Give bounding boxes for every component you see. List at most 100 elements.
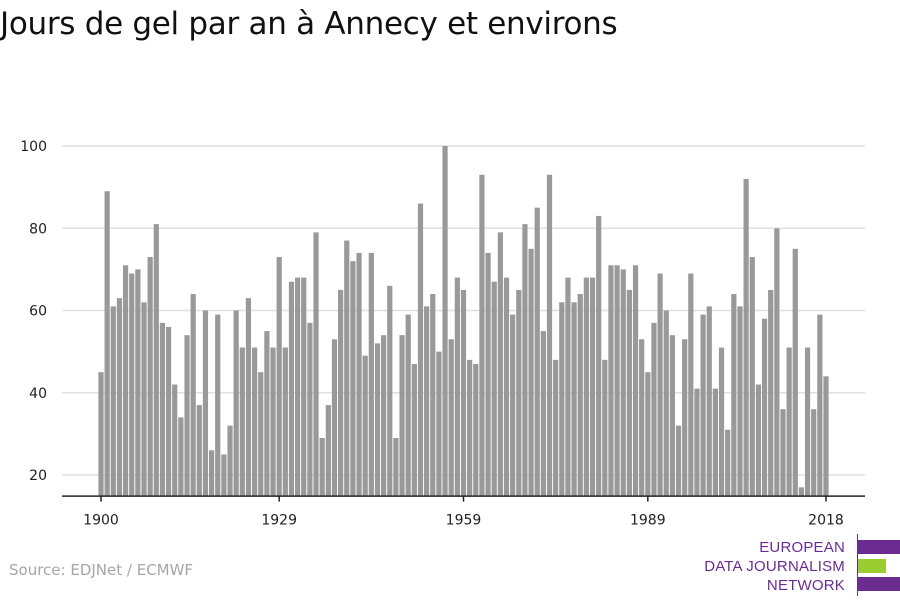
bar-1996 bbox=[688, 273, 694, 496]
bar-2007 bbox=[755, 384, 762, 496]
bar-1926 bbox=[258, 372, 264, 496]
bar-2001 bbox=[718, 347, 725, 496]
bar-1987 bbox=[632, 265, 639, 496]
edjnet-logo: EUROPEAN DATA JOURNALISM NETWORK bbox=[700, 534, 900, 596]
bar-2016 bbox=[811, 409, 817, 496]
bar-1965 bbox=[497, 232, 503, 496]
logo-line-1: EUROPEAN bbox=[759, 539, 845, 556]
bar-1937 bbox=[325, 405, 331, 496]
bar-1915 bbox=[190, 294, 196, 496]
bar-1932 bbox=[295, 277, 301, 496]
bar-2008 bbox=[761, 318, 768, 496]
bar-1930 bbox=[282, 347, 288, 496]
logo-line-3: NETWORK bbox=[766, 577, 845, 594]
bar-1984 bbox=[614, 265, 620, 496]
bar-1909 bbox=[153, 224, 159, 496]
bar-2002 bbox=[725, 429, 731, 496]
bar-1983 bbox=[608, 265, 614, 496]
bar-1959 bbox=[460, 289, 467, 496]
bar-2011 bbox=[780, 409, 786, 496]
bar-1912 bbox=[172, 384, 178, 496]
bar-1942 bbox=[356, 252, 362, 496]
logo-divider bbox=[857, 534, 858, 596]
bar-1900 bbox=[98, 372, 104, 496]
bar-1923 bbox=[239, 347, 245, 496]
bar-2018 bbox=[823, 376, 829, 496]
bar-1931 bbox=[288, 281, 295, 496]
bar-1907 bbox=[141, 302, 147, 496]
source-note: Source: EDJNet / ECMWF bbox=[9, 561, 194, 579]
bar-1902 bbox=[110, 306, 116, 496]
bar-1936 bbox=[319, 437, 325, 496]
bar-1947 bbox=[387, 285, 393, 496]
bar-1928 bbox=[270, 347, 276, 496]
bar-2013 bbox=[792, 248, 798, 496]
bar-2004 bbox=[737, 306, 743, 496]
bar-1920 bbox=[221, 454, 227, 496]
x-tick-label: 2018 bbox=[808, 513, 844, 529]
y-tick-label: 20 bbox=[29, 468, 47, 484]
bar-1967 bbox=[510, 314, 516, 496]
bar-1910 bbox=[159, 322, 166, 496]
bar-1906 bbox=[135, 269, 141, 496]
chart-title: Jours de gel par an à Annecy et environs bbox=[0, 6, 618, 42]
logo-bar-green bbox=[858, 559, 886, 573]
bar-2003 bbox=[731, 294, 737, 496]
bar-1952 bbox=[417, 203, 424, 496]
bar-1963 bbox=[485, 252, 491, 496]
y-tick-label: 40 bbox=[29, 386, 47, 402]
bar-1990 bbox=[651, 322, 657, 496]
bar-1979 bbox=[583, 277, 589, 496]
bar-1961 bbox=[473, 363, 479, 496]
bar-1933 bbox=[301, 277, 307, 496]
bar-1960 bbox=[467, 359, 473, 496]
bar-1992 bbox=[663, 310, 669, 496]
bar-1924 bbox=[245, 298, 252, 496]
bar-1985 bbox=[620, 269, 626, 496]
bar-1977 bbox=[571, 302, 577, 496]
y-tick-label: 100 bbox=[20, 139, 47, 155]
bar-2005 bbox=[743, 178, 749, 496]
bar-1962 bbox=[479, 174, 485, 496]
bar-1925 bbox=[252, 347, 258, 496]
bar-1981 bbox=[596, 215, 602, 496]
x-tick-label: 1900 bbox=[83, 513, 119, 529]
bar-1989 bbox=[645, 372, 651, 496]
logo-bar-purple-bottom bbox=[858, 577, 900, 591]
bar-2010 bbox=[774, 228, 780, 496]
bar-1940 bbox=[344, 240, 350, 496]
bar-1978 bbox=[577, 294, 583, 496]
bar-1954 bbox=[430, 294, 436, 496]
bar-1941 bbox=[350, 261, 356, 496]
bar-1953 bbox=[424, 306, 430, 496]
bar-2015 bbox=[804, 347, 811, 496]
bar-1948 bbox=[393, 437, 399, 496]
bar-1950 bbox=[405, 314, 411, 496]
bar-1993 bbox=[669, 335, 675, 496]
bar-1991 bbox=[657, 273, 663, 496]
bar-1970 bbox=[528, 248, 534, 496]
bar-1911 bbox=[165, 326, 172, 496]
bar-1951 bbox=[411, 363, 417, 496]
y-tick-label: 80 bbox=[29, 221, 47, 237]
bar-1994 bbox=[675, 425, 682, 496]
bar-1976 bbox=[565, 277, 571, 496]
bar-1945 bbox=[374, 343, 381, 496]
bar-1971 bbox=[534, 207, 540, 496]
bar-1904 bbox=[122, 265, 129, 496]
bar-1995 bbox=[682, 339, 688, 496]
bar-1956 bbox=[442, 146, 448, 496]
bar-1943 bbox=[362, 355, 368, 496]
bar-1922 bbox=[233, 310, 239, 496]
x-tick-label: 1959 bbox=[446, 513, 482, 529]
bar-1921 bbox=[227, 425, 233, 496]
bar-1946 bbox=[381, 335, 387, 496]
bar-1916 bbox=[196, 405, 202, 496]
bar-1988 bbox=[639, 339, 645, 496]
bar-2014 bbox=[798, 487, 805, 496]
bar-1944 bbox=[368, 252, 374, 496]
bar-2009 bbox=[768, 289, 774, 496]
bar-1908 bbox=[147, 257, 153, 496]
bar-1934 bbox=[307, 322, 313, 496]
bar-1997 bbox=[694, 388, 700, 496]
